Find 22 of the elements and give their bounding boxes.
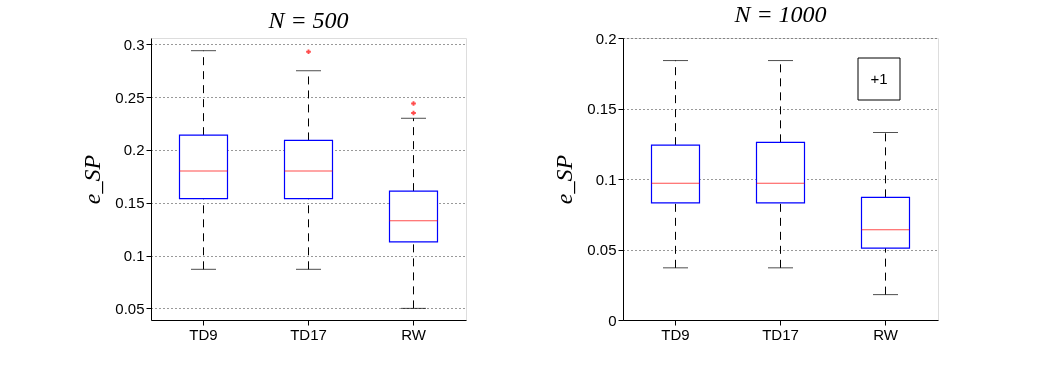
y-tick-label: 0 [608,311,617,329]
y-tick-label: 0.05 [115,299,145,317]
x-tick-label: TD17 [290,325,327,343]
y-tick-label: 0.1 [595,170,617,188]
y-tick-label: 0.2 [595,29,617,47]
y-tick-label: 0.15 [587,100,617,117]
x-tick-label: TD9 [189,325,218,343]
annotation: +1 [870,70,888,87]
y-tick-label: 0.15 [115,194,145,212]
y-axis-title: e_SP [79,154,106,205]
x-tick-label: RW [401,325,427,343]
x-tick-label: TD17 [762,325,799,343]
chart-title: N = 1000 [733,1,827,27]
y-tick-label: 0.1 [123,247,145,265]
chart-title: N = 500 [267,7,349,34]
y-axis-title: e_SP [551,154,578,205]
x-tick-label: TD9 [661,325,690,343]
y-tick-label: 0.2 [123,141,145,159]
y-tick-label: 0.05 [587,241,617,258]
x-tick-label: RW [873,325,899,343]
y-tick-label: 0.25 [115,88,145,106]
y-tick-label: 0.3 [123,35,145,53]
